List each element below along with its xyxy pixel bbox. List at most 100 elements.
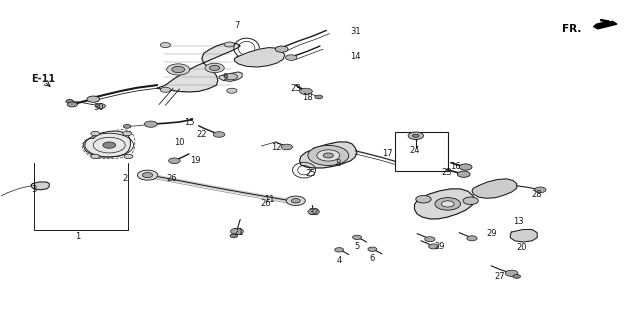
Text: 7: 7	[234, 21, 239, 30]
Polygon shape	[84, 131, 131, 157]
Text: 20: 20	[516, 243, 527, 252]
Circle shape	[467, 236, 477, 241]
Circle shape	[230, 228, 243, 235]
Circle shape	[91, 154, 100, 159]
Circle shape	[353, 235, 362, 240]
Circle shape	[124, 154, 133, 159]
Text: 17: 17	[382, 149, 393, 158]
Circle shape	[300, 88, 312, 95]
Text: 25: 25	[305, 169, 316, 178]
Circle shape	[138, 170, 158, 180]
Circle shape	[95, 104, 106, 109]
Text: 2: 2	[123, 174, 128, 183]
Circle shape	[275, 46, 288, 52]
Circle shape	[124, 124, 131, 128]
Circle shape	[67, 102, 77, 107]
Text: 29: 29	[486, 229, 497, 238]
Text: 28: 28	[532, 190, 543, 199]
Polygon shape	[157, 43, 240, 92]
Circle shape	[205, 63, 224, 73]
Circle shape	[335, 248, 344, 252]
Text: 11: 11	[264, 195, 274, 204]
Polygon shape	[219, 72, 242, 81]
Text: 9: 9	[223, 73, 228, 82]
Circle shape	[435, 198, 461, 210]
Text: 15: 15	[184, 118, 195, 127]
Circle shape	[317, 150, 340, 161]
Circle shape	[213, 132, 225, 137]
Circle shape	[534, 187, 546, 192]
Circle shape	[224, 42, 234, 47]
Circle shape	[91, 131, 100, 136]
Circle shape	[161, 87, 171, 92]
Text: 31: 31	[350, 27, 360, 36]
Text: 24: 24	[409, 146, 420, 155]
Circle shape	[169, 158, 180, 164]
Polygon shape	[510, 230, 537, 242]
Circle shape	[123, 131, 132, 136]
Polygon shape	[31, 182, 49, 190]
Bar	[396, 132, 448, 171]
Circle shape	[323, 153, 333, 158]
Text: 29: 29	[435, 241, 445, 251]
Text: 27: 27	[495, 272, 506, 281]
Text: 16: 16	[450, 162, 461, 171]
Circle shape	[505, 270, 518, 276]
Text: 22: 22	[196, 130, 207, 139]
Circle shape	[413, 134, 419, 137]
Text: 21: 21	[234, 228, 244, 237]
Circle shape	[209, 65, 220, 70]
Circle shape	[291, 198, 300, 203]
Text: FR.: FR.	[563, 24, 582, 34]
Circle shape	[460, 164, 472, 170]
Text: 1: 1	[75, 232, 80, 241]
Text: 13: 13	[513, 217, 524, 225]
Circle shape	[425, 237, 435, 242]
Text: 18: 18	[302, 93, 312, 102]
Text: 14: 14	[350, 52, 360, 62]
Circle shape	[463, 197, 478, 204]
Text: E-11: E-11	[31, 74, 56, 84]
Circle shape	[308, 209, 319, 214]
Circle shape	[161, 43, 171, 48]
Text: 10: 10	[174, 138, 185, 148]
Text: 12: 12	[271, 143, 282, 152]
Circle shape	[172, 66, 184, 73]
Circle shape	[368, 247, 377, 252]
Circle shape	[308, 145, 349, 165]
Polygon shape	[415, 189, 474, 219]
Circle shape	[66, 100, 74, 103]
Text: 5: 5	[355, 241, 360, 251]
Circle shape	[227, 88, 237, 93]
Polygon shape	[593, 21, 617, 29]
Circle shape	[225, 73, 237, 80]
Circle shape	[230, 234, 237, 238]
Text: 26: 26	[260, 199, 271, 208]
Polygon shape	[300, 142, 357, 168]
Circle shape	[442, 201, 454, 207]
Circle shape	[87, 96, 100, 102]
Text: 4: 4	[337, 256, 342, 265]
Circle shape	[281, 144, 292, 150]
Circle shape	[285, 55, 297, 60]
Text: 23: 23	[441, 167, 452, 176]
Text: 23: 23	[291, 84, 301, 93]
Circle shape	[167, 64, 189, 75]
Circle shape	[513, 274, 520, 278]
Text: 19: 19	[190, 156, 201, 165]
Circle shape	[458, 171, 470, 177]
Circle shape	[416, 195, 431, 203]
Circle shape	[103, 142, 116, 148]
Circle shape	[429, 244, 439, 249]
Text: 8: 8	[335, 159, 340, 168]
Text: 26: 26	[166, 174, 177, 183]
Text: 32: 32	[308, 208, 319, 217]
Text: 6: 6	[370, 254, 375, 263]
Polygon shape	[472, 179, 516, 198]
Circle shape	[315, 95, 323, 99]
Circle shape	[408, 132, 424, 139]
Circle shape	[286, 196, 305, 205]
Text: 3: 3	[31, 185, 36, 194]
Circle shape	[143, 173, 153, 178]
Circle shape	[145, 121, 157, 127]
